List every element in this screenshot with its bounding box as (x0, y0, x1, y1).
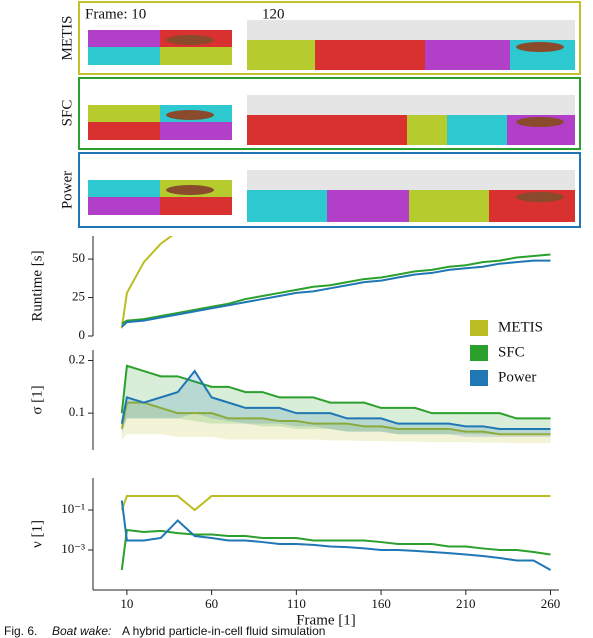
plot-area (120, 364, 551, 444)
x-tick-label: 260 (541, 596, 561, 611)
x-tick-label: 110 (287, 596, 306, 611)
legend-label: Power (498, 369, 536, 385)
x-tick-label: 60 (205, 596, 218, 611)
caption-text: A hybrid particle-in-cell fluid simulati… (122, 624, 325, 638)
panel-sfc: SFC (59, 77, 581, 150)
y-tick-label: 10⁻³ (61, 541, 85, 556)
panel-label: METIS (59, 16, 75, 61)
legend-swatch (470, 345, 488, 361)
x-tick-label: 10 (120, 596, 133, 611)
y-tick-label: 50 (72, 250, 85, 265)
legend-swatch (470, 320, 488, 336)
series-line (121, 253, 551, 325)
y-tick-label: 0.1 (69, 404, 85, 419)
series-line (120, 401, 551, 436)
y-axis-label: ν [1] (29, 520, 45, 548)
y-axis-label: σ [1] (29, 385, 45, 414)
y-tick-label: 0 (79, 327, 86, 342)
series-line (120, 528, 551, 571)
y-tick-label: 25 (72, 289, 85, 304)
legend-label: SFC (498, 344, 525, 360)
y-tick-label: 10⁻¹ (61, 501, 85, 516)
legend-swatch (470, 370, 488, 386)
series-line (120, 364, 551, 420)
band (121, 402, 551, 444)
series-line (120, 500, 552, 571)
plot-area (120, 236, 551, 329)
y-tick-label: 0.2 (69, 352, 85, 367)
frame-label: 120 (262, 6, 285, 22)
caption-label: Fig. 6. (4, 624, 37, 638)
x-tick-label: 210 (456, 596, 476, 611)
panel-metis: Frame: 10 120 METIS (59, 1, 581, 75)
panel-label: SFC (59, 100, 75, 127)
legend-label: METIS (498, 319, 543, 335)
plot-area (120, 495, 552, 571)
panel-label: Power (59, 171, 75, 209)
band (121, 371, 551, 437)
x-axis-label: Frame [1] (296, 612, 356, 628)
series-line (120, 369, 551, 430)
y-axis-label: Runtime [s] (29, 250, 45, 321)
band (121, 365, 551, 435)
x-tick-label: 160 (371, 596, 391, 611)
frame-label: Frame: 10 (85, 6, 146, 22)
series-line (121, 259, 551, 328)
panel-power: Power (59, 152, 581, 228)
series-line (120, 495, 551, 512)
caption-title: Boat wake: (52, 624, 111, 638)
